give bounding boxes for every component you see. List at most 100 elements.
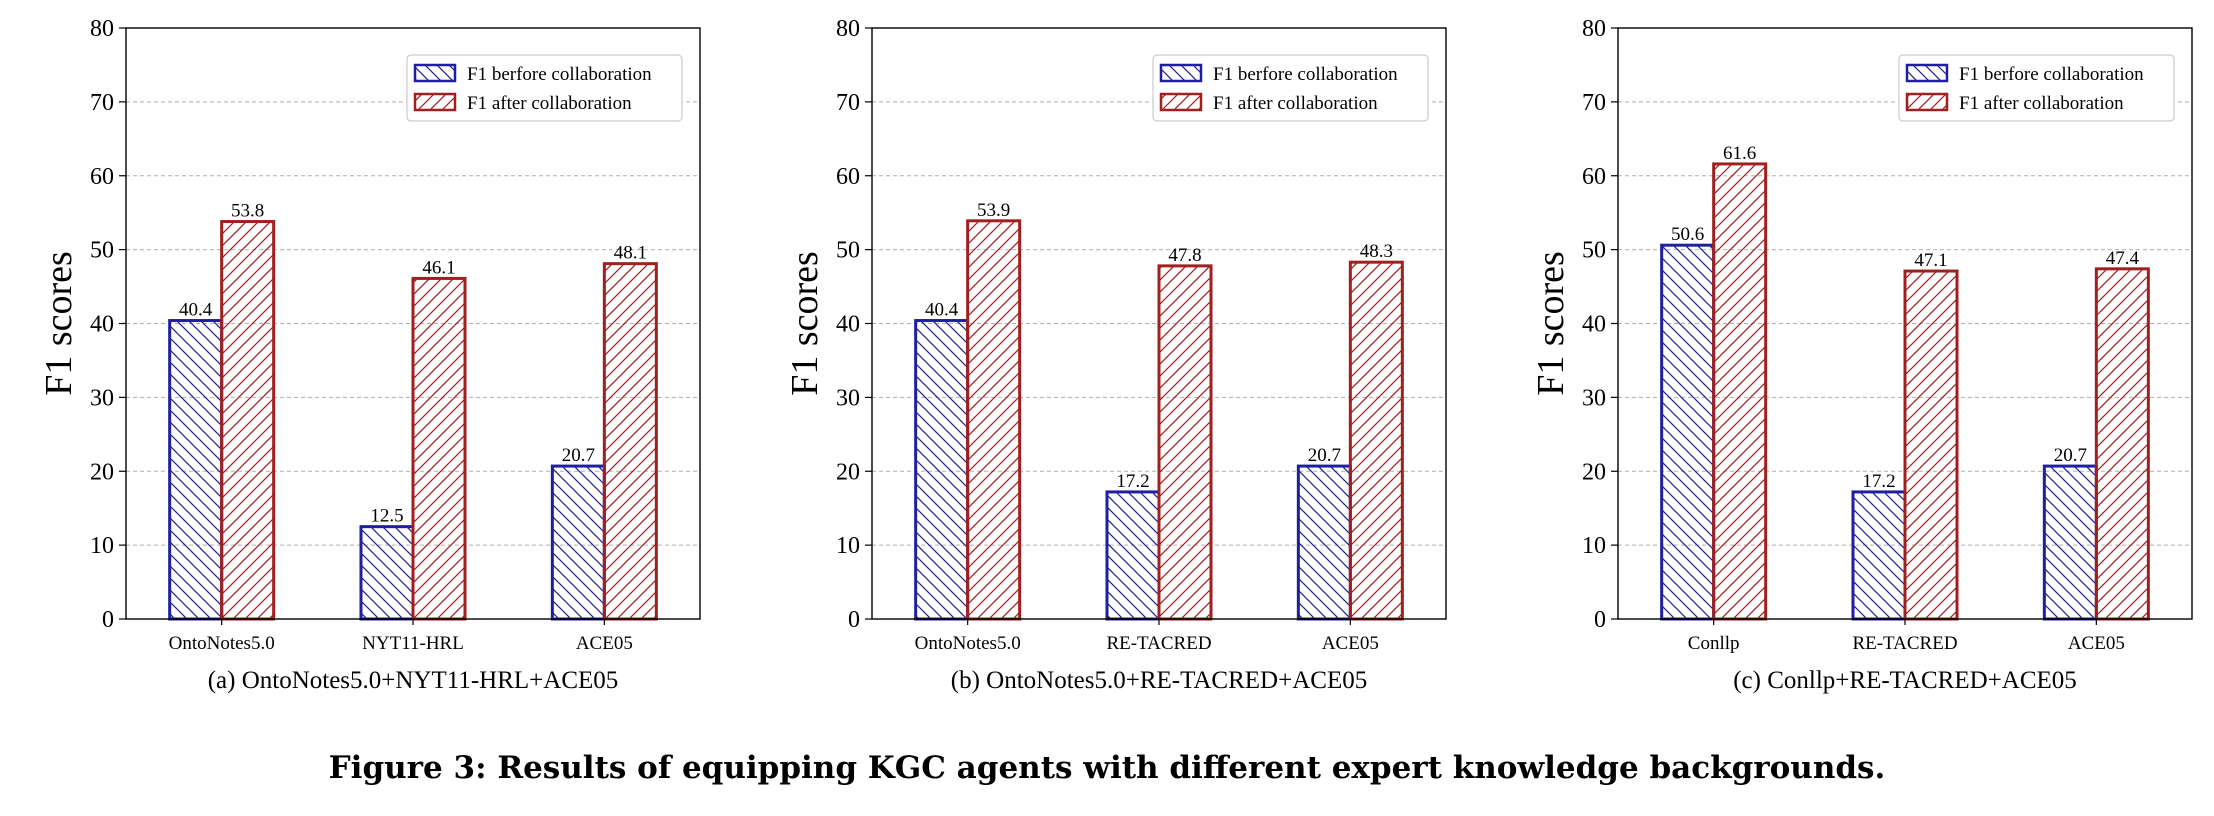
x-tick-label: ACE05 — [576, 633, 633, 654]
y-tick-label: 80 — [1582, 16, 1606, 42]
legend-swatch-after — [413, 92, 457, 112]
legend-box — [1152, 54, 1429, 122]
data-label: 48.3 — [1360, 241, 1393, 262]
x-tick-label: RE-TACRED — [1852, 633, 1957, 654]
y-tick-label: 80 — [836, 16, 860, 42]
data-label: 40.4 — [925, 300, 959, 321]
bar-before — [2042, 464, 2098, 621]
bar-after — [966, 219, 1022, 621]
legend-swatch-after — [1905, 92, 1949, 112]
legend-label-before: F1 berfore collaboration — [1959, 64, 2144, 85]
x-tick-label: OntoNotes5.0 — [915, 633, 1021, 654]
chart-subtitle: (b) OntoNotes5.0+RE-TACRED+ACE05 — [951, 667, 1367, 694]
y-tick-label: 0 — [848, 607, 860, 633]
y-tick-label: 10 — [90, 533, 114, 559]
bar-after — [1157, 264, 1213, 621]
y-tick-label: 70 — [836, 90, 860, 116]
data-label: 50.6 — [1671, 224, 1704, 245]
data-label: 46.1 — [422, 257, 455, 278]
data-label: 17.2 — [1862, 471, 1895, 492]
y-tick-label: 60 — [836, 164, 860, 190]
bar-before — [1851, 490, 1907, 621]
y-tick-label: 40 — [1582, 312, 1606, 338]
data-label: 17.2 — [1116, 471, 1149, 492]
plot-frame — [125, 27, 701, 620]
data-label: 12.5 — [370, 506, 403, 527]
data-label: 47.8 — [1168, 245, 1201, 266]
y-tick-label: 50 — [836, 238, 860, 264]
bar-before — [914, 319, 970, 621]
legend-box — [406, 54, 683, 122]
y-tick-label: 60 — [90, 164, 114, 190]
y-tick-label: 70 — [90, 90, 114, 116]
data-label: 61.6 — [1723, 143, 1756, 164]
chart-panel-3: 0 10 20 30 40 50 60 70 80 F1 scores 50.6 61.6 Conllp… — [1530, 16, 2193, 694]
x-tick-label: ACE05 — [1322, 633, 1379, 654]
data-label: 48.1 — [614, 243, 647, 264]
x-tick-label: Conllp — [1688, 633, 1740, 654]
bar-after — [602, 262, 658, 621]
y-tick-label: 70 — [1582, 90, 1606, 116]
bar-after — [2094, 267, 2150, 621]
y-tick-label: 30 — [1582, 385, 1606, 411]
y-tick-label: 10 — [836, 533, 860, 559]
legend-label-before: F1 berfore collaboration — [467, 64, 652, 85]
legend: F1 berfore collaboration F1 after collabo… — [406, 54, 683, 122]
y-tick-label: 0 — [1594, 607, 1606, 633]
y-tick-label: 20 — [1582, 459, 1606, 485]
data-label: 53.9 — [977, 200, 1010, 221]
y-axis-label: F1 scores — [1530, 251, 1572, 396]
data-label: 40.4 — [179, 300, 213, 321]
legend-label-after: F1 after collaboration — [1959, 93, 2124, 114]
bar-before — [1660, 243, 1716, 621]
bar-after — [220, 220, 276, 621]
data-label: 47.4 — [2106, 248, 2140, 269]
bar-after — [1903, 269, 1959, 621]
y-tick-label: 10 — [1582, 533, 1606, 559]
y-tick-label: 40 — [836, 312, 860, 338]
y-tick-label: 40 — [90, 312, 114, 338]
chart-panel-2: 0 10 20 30 40 50 60 70 80 F1 scores 40.4 53.9 OntoNo… — [784, 16, 1447, 694]
y-tick-label: 50 — [90, 238, 114, 264]
legend: F1 berfore collaboration F1 after collabo… — [1152, 54, 1429, 122]
chart-subtitle: (a) OntoNotes5.0+NYT11-HRL+ACE05 — [208, 667, 619, 694]
y-tick-label: 20 — [836, 459, 860, 485]
data-label: 53.8 — [231, 201, 264, 222]
y-axis-label: F1 scores — [784, 251, 826, 396]
figure-caption: Figure 3: Results of equipping KGC agent… — [328, 750, 1886, 786]
bar-after — [411, 276, 467, 621]
x-tick-label: ACE05 — [2068, 633, 2125, 654]
y-tick-label: 0 — [102, 607, 114, 633]
legend-swatch-after — [1159, 92, 1203, 112]
bar-after — [1712, 162, 1768, 621]
bar-before — [1105, 490, 1161, 621]
y-tick-label: 20 — [90, 459, 114, 485]
y-tick-label: 80 — [90, 16, 114, 42]
bar-before — [1296, 464, 1352, 621]
plot-frame — [871, 27, 1447, 620]
chart-subtitle: (c) Conllp+RE-TACRED+ACE05 — [1733, 667, 2077, 694]
legend-swatch-before — [413, 63, 457, 83]
y-tick-label: 50 — [1582, 238, 1606, 264]
data-label: 20.7 — [562, 445, 595, 466]
legend-swatch-before — [1159, 63, 1203, 83]
legend-label-before: F1 berfore collaboration — [1213, 64, 1398, 85]
data-label: 20.7 — [1308, 445, 1341, 466]
legend-label-after: F1 after collaboration — [467, 93, 632, 114]
data-label: 47.1 — [1914, 250, 1947, 271]
data-label: 20.7 — [2054, 445, 2087, 466]
legend-box — [1898, 54, 2175, 122]
x-tick-label: RE-TACRED — [1106, 633, 1211, 654]
y-tick-label: 30 — [836, 385, 860, 411]
y-tick-label: 30 — [90, 385, 114, 411]
bar-before — [168, 319, 224, 621]
chart-svg: 0 10 20 30 40 50 60 70 80 F1 scores 40.4 53.8 OntoNo… — [38, 16, 2193, 694]
legend-label-after: F1 after collaboration — [1213, 93, 1378, 114]
y-tick-label: 60 — [1582, 164, 1606, 190]
chart-panel-1: 0 10 20 30 40 50 60 70 80 F1 scores 40.4 53.8 OntoNo… — [38, 16, 701, 694]
bar-after — [1348, 260, 1404, 621]
bar-before — [359, 525, 415, 621]
bar-before — [550, 464, 606, 621]
legend-swatch-before — [1905, 63, 1949, 83]
